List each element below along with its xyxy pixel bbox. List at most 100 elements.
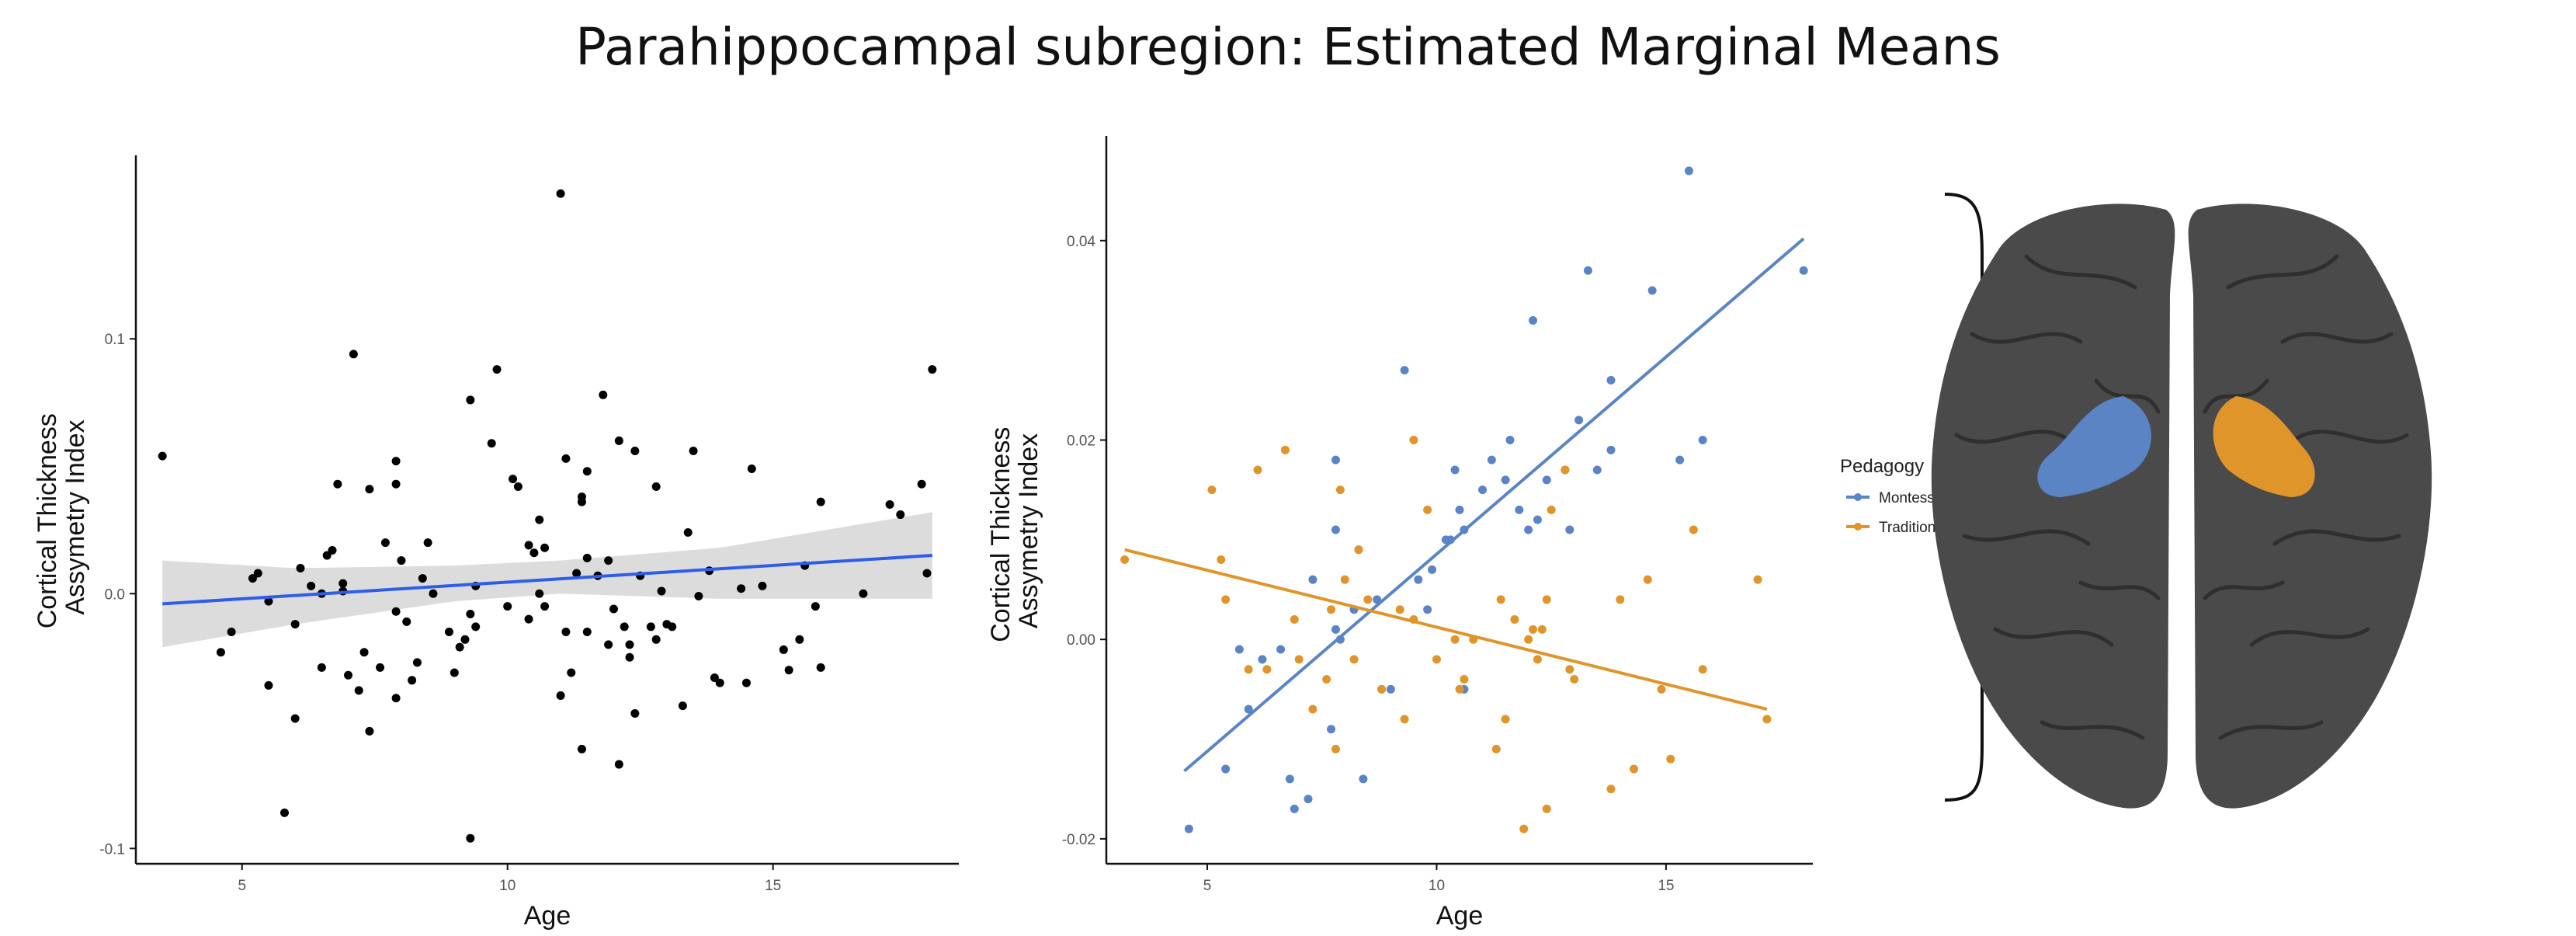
data-point-traditional	[1501, 715, 1510, 724]
data-point-traditional	[1253, 465, 1262, 475]
regression-line	[162, 554, 932, 606]
data-point	[540, 602, 550, 611]
data-point	[604, 640, 613, 649]
data-point-montessori	[1446, 535, 1455, 545]
gyrus-line	[1970, 332, 2083, 344]
data-point	[556, 189, 565, 198]
data-point	[816, 497, 825, 506]
data-point	[582, 467, 592, 476]
data-point-traditional	[1217, 555, 1226, 565]
data-point-traditional	[1409, 435, 1418, 444]
data-point	[535, 515, 544, 524]
data-point-traditional	[1423, 505, 1432, 514]
data-point	[317, 589, 326, 598]
y-axis-label-line-2: Assymetry Index	[1014, 433, 1043, 628]
data-point	[216, 648, 225, 657]
data-point	[487, 439, 496, 448]
data-point	[646, 622, 655, 632]
y-tick-label: 0.00	[1067, 632, 1095, 649]
data-point	[391, 607, 401, 616]
data-point-montessori	[1414, 575, 1423, 584]
data-point	[737, 584, 746, 593]
data-point	[657, 586, 666, 596]
data-point-montessori	[1354, 545, 1363, 555]
data-point	[896, 510, 905, 520]
data-point-montessori	[1505, 435, 1515, 444]
y-tick-label: 0.02	[1067, 433, 1095, 449]
y-axis-label: Cortical Thickness Assymetry Index	[33, 406, 90, 629]
data-point-traditional	[1762, 715, 1772, 724]
data-point-montessori	[1561, 465, 1570, 475]
data-point	[466, 833, 475, 843]
regression-line-montessori	[1183, 237, 1805, 773]
data-point-traditional	[1432, 655, 1441, 664]
data-point	[391, 694, 401, 703]
data-point	[402, 617, 411, 626]
data-point	[376, 663, 385, 672]
data-point	[599, 390, 608, 399]
data-point-montessori	[1574, 416, 1584, 425]
gyrus-line	[1954, 430, 2075, 445]
data-point	[859, 589, 868, 598]
data-point	[779, 645, 788, 654]
data-point	[593, 571, 602, 580]
data-point-traditional	[1363, 595, 1373, 604]
data-point	[535, 589, 544, 598]
data-point	[466, 610, 475, 619]
x-axis-label: Age	[524, 901, 571, 931]
data-point	[429, 589, 438, 598]
plot-panel-middle	[998, 132, 1968, 917]
right-hemisphere	[2188, 204, 2432, 809]
data-point-traditional	[1542, 595, 1551, 604]
data-point-traditional	[1491, 744, 1501, 753]
data-point-traditional	[1262, 665, 1272, 674]
gyrus-line	[2203, 378, 2269, 414]
data-point	[651, 482, 661, 491]
data-point	[715, 678, 724, 687]
confidence-band-group	[162, 512, 932, 648]
data-point-traditional	[1290, 615, 1299, 625]
data-point-montessori	[1331, 525, 1340, 534]
data-point	[529, 548, 539, 558]
data-point-traditional	[1533, 655, 1542, 664]
data-point-traditional	[1496, 595, 1505, 604]
data-point-montessori	[1184, 824, 1193, 833]
data-point	[423, 538, 432, 548]
brain-illustration	[1931, 204, 2432, 809]
data-point-traditional	[1606, 785, 1616, 794]
gyrus-line	[2218, 720, 2324, 740]
data-point	[561, 454, 571, 463]
data-point-traditional	[1221, 595, 1231, 604]
data-point	[567, 668, 576, 677]
x-axis-label: Age	[1436, 901, 1484, 931]
gyrus-line	[2272, 529, 2401, 546]
data-point	[380, 538, 390, 548]
data-point-traditional	[1547, 505, 1556, 514]
data-point-montessori	[1400, 366, 1409, 375]
data-point-montessori	[1221, 764, 1231, 774]
data-point-montessori	[1258, 655, 1267, 664]
data-point	[455, 642, 464, 652]
data-point	[450, 668, 459, 677]
gyrus-line	[1962, 529, 2091, 546]
data-point-traditional	[1565, 665, 1574, 674]
data-point-traditional	[1570, 675, 1579, 684]
data-point	[513, 482, 522, 491]
data-point	[248, 574, 257, 583]
data-point-montessori	[1565, 525, 1574, 534]
data-point-traditional	[1510, 615, 1519, 625]
data-point	[710, 673, 719, 683]
data-point-montessori	[1501, 475, 1510, 485]
data-point	[264, 680, 273, 690]
y-axis-label-line-1: Cortical Thickness	[986, 427, 1015, 642]
confidence-band	[162, 512, 932, 648]
data-point	[683, 528, 693, 538]
x-tick-label: 5	[238, 878, 246, 894]
data-point	[253, 569, 262, 578]
data-point	[694, 592, 703, 601]
x-tick-label: 15	[765, 878, 781, 894]
data-point-traditional	[1537, 625, 1547, 634]
data-point-traditional	[1469, 635, 1478, 644]
data-point-montessori	[1331, 625, 1340, 634]
data-point	[662, 620, 672, 629]
